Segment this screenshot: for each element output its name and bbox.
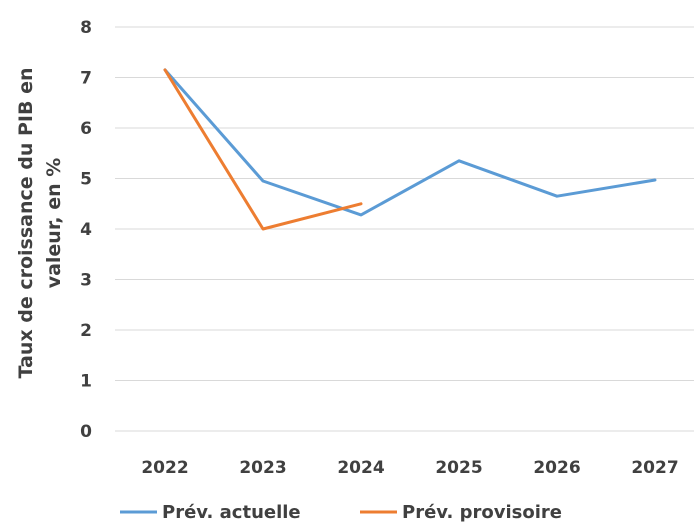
x-tick-label: 2024 (337, 458, 384, 478)
y-axis-title-line-1: Taux de croissance du PIB en (15, 67, 37, 378)
series-layer (163, 68, 657, 231)
y-tick-label: 7 (80, 69, 92, 89)
series-line-prev-actuelle (163, 68, 657, 217)
y-tick-label: 4 (80, 220, 92, 240)
y-tick-label: 1 (80, 372, 92, 392)
y-tick-label: 2 (80, 321, 92, 341)
x-tick-label: 2025 (435, 458, 482, 478)
y-tick-label: 5 (80, 170, 92, 190)
y-axis-title: Taux de croissance du PIB en valeur, en … (15, 67, 65, 378)
series-line-prev-provisoire (163, 68, 363, 231)
x-tick-label: 2022 (141, 458, 188, 478)
y-tick-label: 3 (80, 271, 92, 291)
legend-label-prev-actuelle: Prév. actuelle (162, 502, 301, 523)
legend: Prév. actuelle Prév. provisoire (120, 502, 562, 523)
x-tick-label: 2027 (631, 458, 678, 478)
x-tick-label: 2023 (239, 458, 286, 478)
grid-layer (115, 26, 694, 432)
legend-label-prev-provisoire: Prév. provisoire (402, 502, 562, 523)
y-tick-label: 6 (80, 119, 92, 139)
y-tick-label: 0 (80, 422, 92, 442)
y-axis-title-line-2: valeur, en % (43, 158, 65, 289)
x-axis-ticks: 2022 2023 2024 2025 2026 2027 (141, 458, 678, 478)
y-axis-ticks: 0 1 2 3 4 5 6 7 8 (80, 18, 92, 442)
x-tick-label: 2026 (533, 458, 580, 478)
y-tick-label: 8 (80, 18, 92, 38)
